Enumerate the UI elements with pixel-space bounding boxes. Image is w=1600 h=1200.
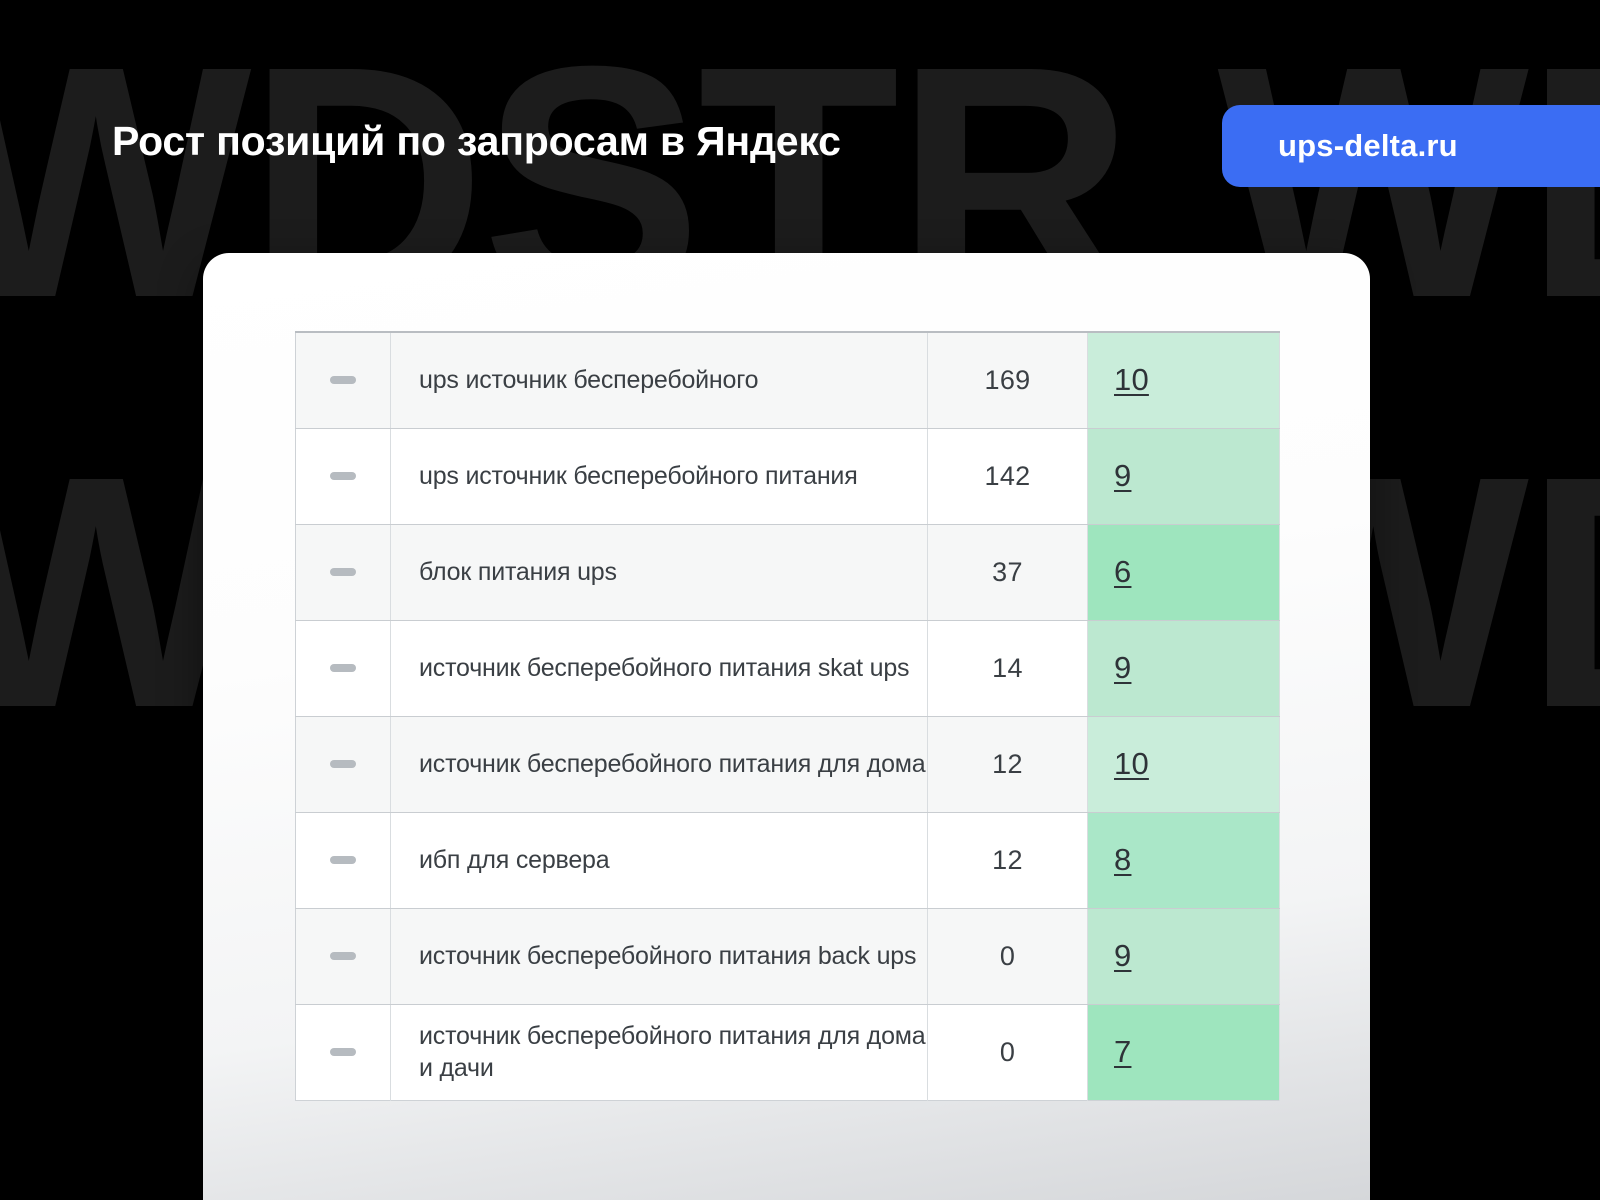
trend-cell xyxy=(295,332,391,429)
query-cell: источник бесперебойного питания skat ups xyxy=(390,620,928,717)
trend-cell xyxy=(295,524,391,621)
position-value[interactable]: 9 xyxy=(1114,458,1132,493)
dash-icon xyxy=(330,376,356,385)
search-volume-cell: 169 xyxy=(927,332,1088,429)
table-row[interactable]: источник бесперебойного питания skat ups… xyxy=(295,620,1280,717)
dash-icon xyxy=(330,568,356,576)
dash-icon xyxy=(330,1048,356,1056)
site-badge-label: ups-delta.ru xyxy=(1278,128,1458,163)
position-value[interactable]: 10 xyxy=(1114,746,1149,781)
table-row[interactable]: ибп для сервера 12 8 xyxy=(295,812,1280,909)
query-cell: ups источник бесперебойного xyxy=(390,332,928,429)
position-cell: 9 xyxy=(1087,620,1280,717)
trend-cell xyxy=(295,812,391,909)
table-row[interactable]: ups источник бесперебойного питания 142 9 xyxy=(295,428,1280,525)
site-badge[interactable]: ups-delta.ru xyxy=(1222,105,1600,187)
search-volume-cell: 0 xyxy=(927,908,1088,1005)
trend-cell xyxy=(295,716,391,813)
search-volume-cell: 0 xyxy=(927,1004,1088,1100)
dash-icon xyxy=(330,760,356,768)
search-volume-cell: 12 xyxy=(927,716,1088,813)
position-value[interactable]: 6 xyxy=(1114,554,1132,589)
search-volume-cell: 14 xyxy=(927,620,1088,717)
query-cell: источник бесперебойного питания для дома xyxy=(390,716,928,813)
query-cell: блок питания ups xyxy=(390,524,928,621)
query-cell: ups источник бесперебойного питания xyxy=(390,428,928,525)
position-cell: 10 xyxy=(1087,332,1280,429)
trend-cell xyxy=(295,1004,391,1100)
keyword-rank-table: ups источник бесперебойного 169 10 ups исто… xyxy=(295,331,1280,1101)
trend-cell xyxy=(295,428,391,525)
position-cell: 6 xyxy=(1087,524,1280,621)
dash-icon xyxy=(330,856,356,864)
position-value[interactable]: 9 xyxy=(1114,650,1132,685)
trend-cell xyxy=(295,620,391,717)
position-cell: 7 xyxy=(1087,1004,1280,1100)
search-volume-cell: 142 xyxy=(927,428,1088,525)
page-header: Рост позиций по запросам в Яндекс ups-de… xyxy=(0,0,1600,260)
table-row[interactable]: источник бесперебойного питания для дома… xyxy=(295,716,1280,813)
dash-icon xyxy=(330,664,356,672)
dash-icon xyxy=(330,472,356,480)
page-title: Рост позиций по запросам в Яндекс xyxy=(112,118,841,164)
trend-cell xyxy=(295,908,391,1005)
position-cell: 9 xyxy=(1087,428,1280,525)
table-row[interactable]: источник бесперебойного питания back ups… xyxy=(295,908,1280,1005)
position-value[interactable]: 7 xyxy=(1114,1034,1132,1069)
query-cell: источник бесперебойного питания back ups xyxy=(390,908,928,1005)
query-cell: источник бесперебойного питания для дома… xyxy=(390,1004,928,1100)
position-cell: 8 xyxy=(1087,812,1280,909)
table-row[interactable]: ups источник бесперебойного 169 10 xyxy=(295,332,1280,429)
position-cell: 10 xyxy=(1087,716,1280,813)
position-value[interactable]: 8 xyxy=(1114,842,1132,877)
keyword-rank-table-body: ups источник бесперебойного 169 10 ups исто… xyxy=(295,332,1280,1100)
search-volume-cell: 37 xyxy=(927,524,1088,621)
query-cell: ибп для сервера xyxy=(390,812,928,909)
position-value[interactable]: 10 xyxy=(1114,362,1149,398)
table-row[interactable]: источник бесперебойного питания для дома… xyxy=(295,1004,1280,1100)
position-cell: 9 xyxy=(1087,908,1280,1005)
dash-icon xyxy=(330,952,356,960)
report-card: ups источник бесперебойного 169 10 ups исто… xyxy=(203,253,1370,1200)
table-row[interactable]: блок питания ups 37 6 xyxy=(295,524,1280,621)
search-volume-cell: 12 xyxy=(927,812,1088,909)
position-value[interactable]: 9 xyxy=(1114,938,1132,973)
